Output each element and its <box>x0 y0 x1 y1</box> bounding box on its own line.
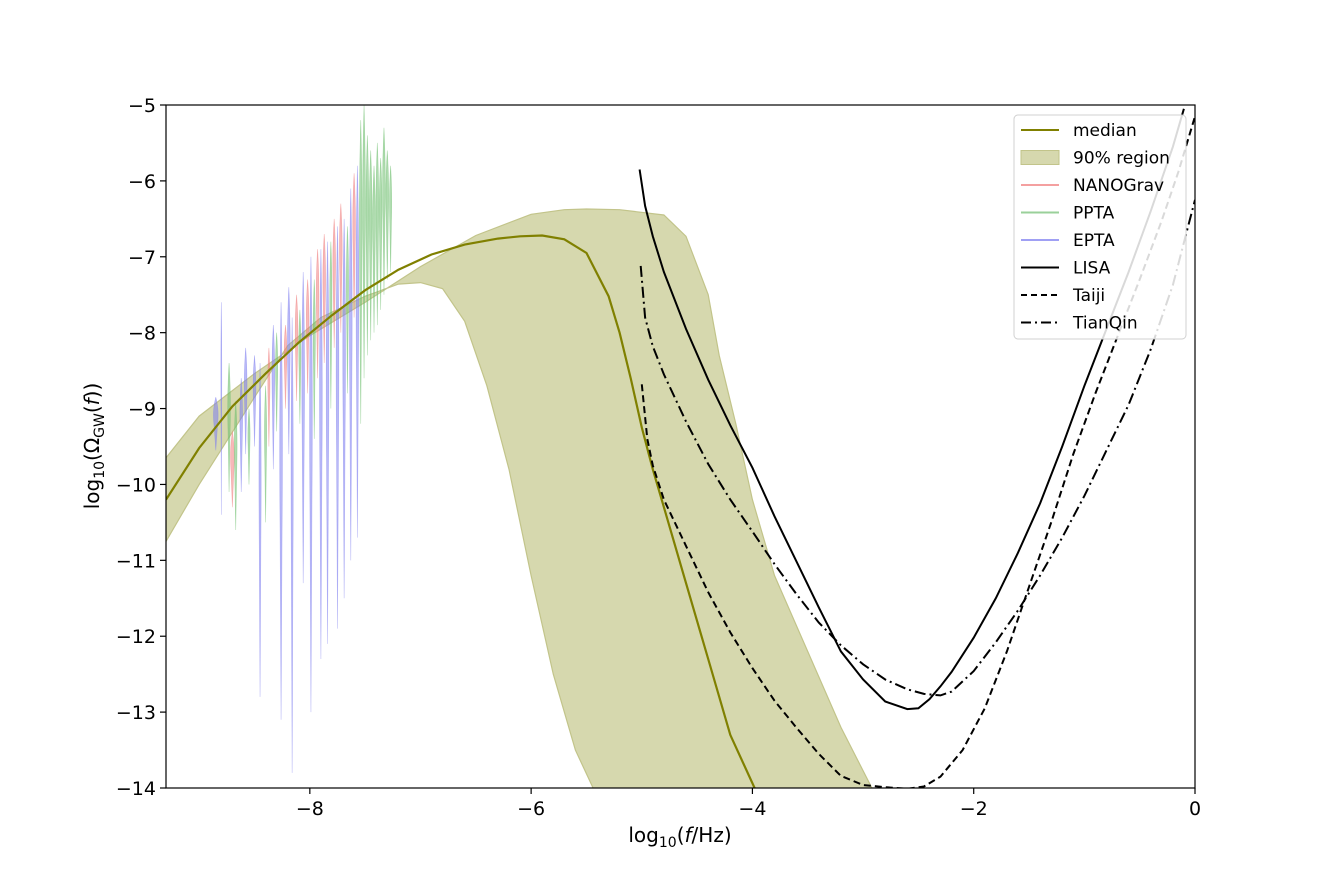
pta-violin-15 <box>283 325 288 409</box>
x-axis-label-sub: 10 <box>659 835 677 851</box>
series-taiji-line <box>640 116 1195 788</box>
pta-violin-26 <box>322 233 326 364</box>
pta-violin-25 <box>319 249 323 659</box>
pta-violin-43 <box>378 158 383 310</box>
x-axis-label-open: ( <box>677 823 685 847</box>
legend-swatch-90-region <box>1020 150 1060 165</box>
pta-violin-41 <box>372 165 376 333</box>
y-tick-label: −7 <box>128 247 156 269</box>
pta-violin-1 <box>220 302 223 515</box>
legend-label-nanograv: NANOGrav <box>1073 176 1164 196</box>
x-tick-label: −8 <box>296 798 324 820</box>
legend-label-median: median <box>1073 121 1137 141</box>
x-tick-label: −2 <box>960 798 988 820</box>
confidence-band-90 <box>166 208 873 788</box>
pta-violin-3 <box>230 431 235 508</box>
x-axis-label-main: log <box>628 823 659 847</box>
y-axis-label-f: f <box>80 395 104 405</box>
pta-violin-6 <box>243 347 248 455</box>
x-tick-label: −6 <box>517 798 545 820</box>
pta-violin-22 <box>309 256 313 713</box>
legend-label-lisa: LISA <box>1073 259 1111 279</box>
pta-violin-42 <box>375 142 380 326</box>
pta-violin-9 <box>258 363 262 697</box>
legend-label-tianqin: TianQin <box>1072 314 1138 334</box>
pta-violin-2 <box>227 363 231 493</box>
y-tick-label: −11 <box>116 550 156 572</box>
legend-label-taiji: Taiji <box>1072 286 1105 306</box>
pta-violin-45 <box>385 150 389 280</box>
pta-violin-10 <box>264 385 268 523</box>
pta-violin-17 <box>290 317 294 773</box>
y-tick-label: −8 <box>128 323 156 345</box>
x-axis-label: log10(f/Hz) <box>628 823 731 851</box>
plot-area <box>166 105 1195 788</box>
x-axis-ticks: −8 −6 −4 −2 0 <box>296 788 1201 820</box>
y-tick-label: −13 <box>116 702 156 724</box>
y-tick-label: −10 <box>116 474 156 496</box>
pta-violin-7 <box>247 408 251 485</box>
pta-violin-28 <box>329 241 333 409</box>
x-axis-label-f: f <box>685 823 695 847</box>
pta-violin-11 <box>267 347 271 447</box>
pta-violin-46 <box>389 165 393 272</box>
y-axis-label-paren: ( <box>80 405 104 413</box>
pta-violin-8 <box>252 355 257 447</box>
pta-violin-18 <box>294 294 299 401</box>
y-axis-label-main: log <box>80 479 104 510</box>
legend-label-epta: EPTA <box>1073 231 1115 251</box>
pta-violin-34 <box>349 188 353 561</box>
pta-violin-36 <box>355 165 360 538</box>
pta-violin-30 <box>335 226 340 629</box>
pta-violin-0 <box>213 397 219 451</box>
y-axis-label-gw: GW <box>92 413 108 438</box>
y-tick-label: −12 <box>116 626 156 648</box>
x-tick-label: 0 <box>1189 798 1201 820</box>
pta-violin-4 <box>234 400 238 530</box>
pta-violin-20 <box>301 271 305 584</box>
pta-violin-24 <box>315 249 320 379</box>
y-axis-label-close: )) <box>80 383 104 399</box>
pta-violin-32 <box>342 218 346 599</box>
y-tick-label: −6 <box>128 171 156 193</box>
legend-box <box>1013 114 1187 340</box>
y-tick-label: −9 <box>128 399 156 421</box>
x-tick-label: −4 <box>738 798 766 820</box>
pta-violins <box>213 105 393 773</box>
pta-violin-35 <box>352 173 356 318</box>
pta-violin-16 <box>287 287 291 455</box>
x-axis-label-unit: /Hz) <box>692 823 732 847</box>
y-axis-ticks: −5 −6 −7 −8 −9 −10 −11 −12 −13 −14 <box>116 95 166 800</box>
series-median-line <box>166 234 756 788</box>
y-tick-label: −5 <box>128 95 156 117</box>
plot-frame <box>165 104 1196 789</box>
pta-violin-19 <box>298 309 302 424</box>
pta-violin-39 <box>365 135 370 356</box>
legend-label-ppta: PPTA <box>1073 204 1115 224</box>
pta-violin-44 <box>382 127 386 295</box>
series-lisa-line <box>638 108 1185 711</box>
pta-violin-12 <box>271 325 276 470</box>
pta-violin-27 <box>325 241 330 644</box>
pta-violin-33 <box>346 226 349 394</box>
legend-label-90-region: 90% region <box>1073 149 1170 169</box>
pta-violin-40 <box>368 150 373 341</box>
pta-violin-14 <box>279 302 283 720</box>
pta-violin-37 <box>359 120 363 424</box>
pta-violin-29 <box>332 218 336 348</box>
y-axis-label: log10(ΩGW(f)) <box>80 383 108 510</box>
series-tianqin-line <box>639 199 1195 697</box>
pta-violin-31 <box>339 203 343 333</box>
legend: median 90% region NANOGrav PPTA EPTA LISA Taij… <box>1013 114 1187 340</box>
pta-violin-23 <box>312 279 316 439</box>
y-tick-label: −14 <box>116 778 156 800</box>
pta-violin-13 <box>275 332 279 432</box>
y-axis-label-omega: (Ω <box>80 438 104 461</box>
pta-violin-38 <box>362 105 366 379</box>
y-axis-label-sub: 10 <box>92 461 108 479</box>
